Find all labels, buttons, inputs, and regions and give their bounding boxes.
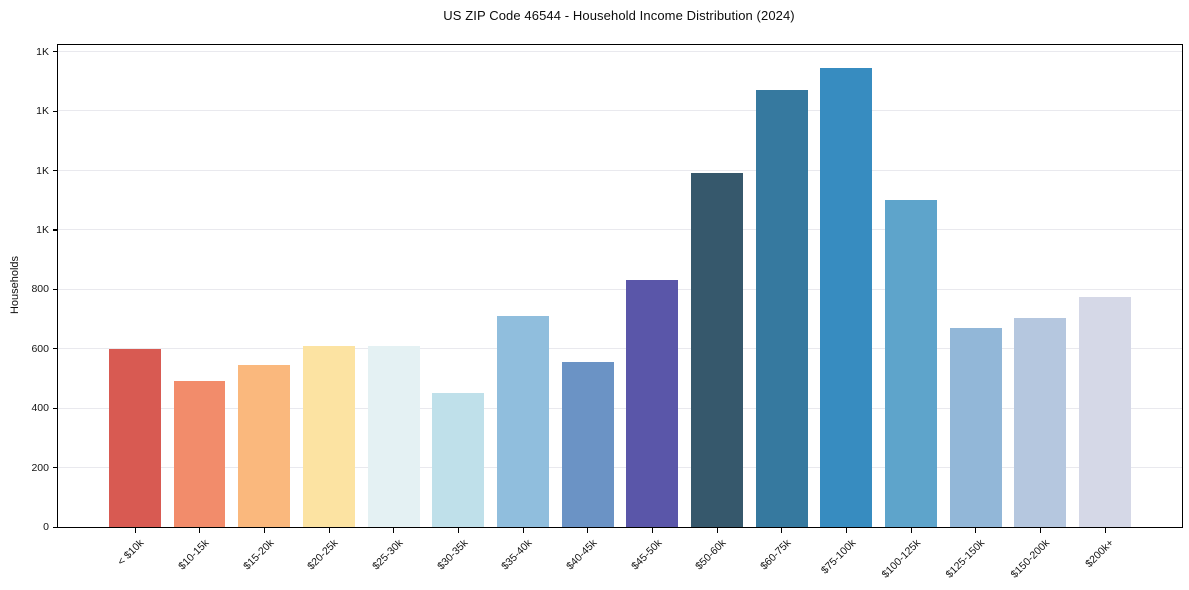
x-tick-mark (845, 528, 848, 533)
x-tick-label: $15-20k (240, 537, 276, 573)
gridline (58, 467, 1182, 469)
y-tick-label: 200 (31, 461, 49, 474)
bar-< $10k (109, 348, 161, 527)
chart-title: US ZIP Code 46544 - Household Income Dis… (443, 8, 795, 23)
x-tick-mark (134, 528, 136, 533)
x-tick-label: < $10k (115, 537, 147, 569)
gridline (58, 348, 1182, 350)
x-tick-label: $100-125k (879, 537, 923, 581)
bar-$15-20k (238, 365, 291, 527)
y-tick-label: 600 (31, 342, 49, 355)
y-tick-mark (53, 51, 58, 53)
x-tick-label: $45-50k (628, 537, 665, 573)
bar-$25-30k (367, 346, 420, 527)
x-tick-label: $25-30k (370, 537, 406, 573)
y-tick-mark (53, 526, 58, 528)
x-tick-label: $125-150k (943, 537, 988, 581)
bar-$10-15k (173, 381, 226, 527)
x-tick-label: $75-100k (818, 537, 859, 577)
gridline (58, 169, 1182, 171)
x-tick-label: $200k+ (1083, 537, 1117, 571)
bar-$45-50k (626, 280, 679, 527)
y-tick-mark (53, 229, 58, 231)
x-tick-label: $40-45k (564, 537, 600, 573)
x-tick-mark (393, 528, 395, 533)
y-tick-mark (53, 467, 58, 469)
x-tick-mark (651, 528, 654, 533)
y-tick-mark (53, 348, 58, 350)
y-tick-mark (53, 288, 58, 291)
x-tick-mark (781, 528, 783, 533)
x-tick-label: $150-200k (1008, 537, 1053, 581)
x-tick-mark (263, 528, 266, 533)
y-tick-mark (53, 110, 58, 112)
y-tick-label: 1K (36, 105, 49, 118)
y-tick-label: 0 (43, 521, 49, 534)
y-tick-mark (53, 170, 58, 172)
x-tick-label: $20-25k (305, 537, 341, 573)
bar-$50-60k (691, 173, 743, 527)
y-tick-label: 400 (31, 402, 49, 415)
y-tick-label: 800 (31, 283, 49, 296)
bar-$100-125k (885, 200, 937, 527)
x-tick-mark (1039, 528, 1042, 533)
x-tick-label: $10-15k (175, 537, 212, 573)
x-tick-label: $30-35k (434, 537, 471, 573)
bar-$40-45k (561, 362, 614, 527)
x-tick-label: $35-40k (499, 537, 535, 573)
y-tick-label: 1K (36, 164, 49, 177)
y-tick-label: 1K (36, 224, 49, 237)
gridline (58, 51, 1182, 53)
bar-$200k+ (1079, 296, 1131, 527)
gridline (58, 229, 1182, 231)
x-tick-mark (975, 528, 977, 533)
plot-area (57, 44, 1183, 528)
x-tick-mark (587, 528, 589, 533)
bar-$60-75k (755, 90, 808, 527)
bar-$20-25k (303, 345, 355, 527)
gridline (58, 288, 1182, 290)
bar-$35-40k (497, 316, 549, 527)
x-tick-mark (1104, 528, 1106, 533)
gridline (58, 110, 1182, 112)
y-tick-mark (53, 407, 58, 409)
bar-$30-35k (432, 393, 485, 527)
x-tick-mark (457, 528, 460, 533)
bar-$150-200k (1014, 317, 1067, 527)
gridline (58, 407, 1182, 409)
x-tick-mark (328, 528, 330, 533)
bar-$75-100k (820, 67, 873, 527)
x-tick-label: $50-60k (693, 537, 729, 573)
x-tick-label: $60-75k (758, 537, 794, 573)
x-tick-mark (716, 528, 718, 533)
bar-$125-150k (949, 327, 1002, 527)
x-tick-mark (910, 528, 912, 533)
x-tick-mark (522, 528, 524, 533)
x-tick-mark (199, 528, 201, 533)
y-tick-label: 1K (36, 45, 49, 58)
